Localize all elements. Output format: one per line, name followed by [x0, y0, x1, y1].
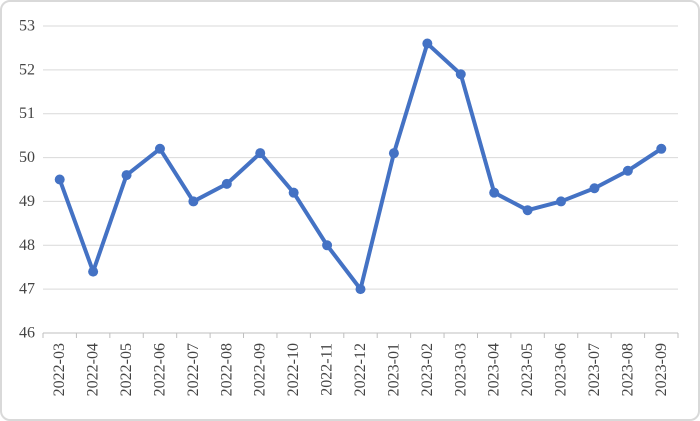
x-axis-label: 2023-03: [452, 343, 469, 396]
x-axis-label: 2022-05: [118, 343, 135, 396]
data-point-marker: [522, 205, 533, 216]
data-point-marker: [589, 183, 600, 194]
y-axis-label: 50: [19, 149, 35, 166]
y-axis-label: 47: [19, 281, 35, 298]
x-axis-label: 2023-02: [419, 343, 436, 396]
x-axis-label: 2022-06: [151, 343, 168, 396]
data-point-marker: [221, 178, 232, 189]
data-point-marker: [388, 148, 399, 159]
x-axis-label: 2023-06: [553, 343, 570, 396]
data-point-marker: [121, 170, 132, 181]
x-axis-label: 2023-04: [486, 343, 503, 396]
x-axis-label: 2022-07: [185, 343, 202, 396]
x-axis-label: 2022-09: [252, 343, 269, 396]
data-point-marker: [622, 165, 633, 176]
data-point-marker: [255, 148, 266, 159]
data-point-marker: [322, 240, 333, 251]
data-point-marker: [88, 266, 99, 277]
y-axis-label: 52: [19, 61, 35, 78]
x-axis-label: 2022-03: [51, 343, 68, 396]
x-axis-label: 2022-10: [285, 343, 302, 396]
data-point-marker: [422, 38, 433, 49]
x-axis-label: 2023-01: [385, 343, 402, 396]
x-axis-label: 2022-11: [319, 343, 336, 396]
data-point-marker: [54, 174, 65, 185]
data-point-marker: [489, 187, 500, 198]
x-axis-label: 2023-09: [653, 343, 670, 396]
data-point-marker: [154, 143, 165, 154]
y-axis-label: 48: [19, 237, 35, 254]
data-point-marker: [355, 284, 366, 295]
x-axis-label: 2023-05: [519, 343, 536, 396]
x-axis-label: 2022-04: [85, 343, 102, 396]
y-axis-label: 49: [19, 193, 35, 210]
data-point-marker: [556, 196, 567, 207]
data-point-marker: [656, 143, 667, 154]
x-axis-label: 2022-08: [218, 343, 235, 396]
x-axis-label: 2023-08: [619, 343, 636, 396]
y-axis-label: 46: [19, 325, 35, 342]
data-point-marker: [288, 187, 299, 198]
y-axis-label: 53: [19, 18, 35, 35]
x-axis-label: 2023-07: [586, 343, 603, 396]
x-axis-label: 2022-12: [352, 343, 369, 396]
series-line: [57, 41, 664, 292]
data-point-marker: [455, 69, 466, 80]
y-axis-label: 51: [19, 105, 35, 122]
data-point-marker: [188, 196, 199, 207]
